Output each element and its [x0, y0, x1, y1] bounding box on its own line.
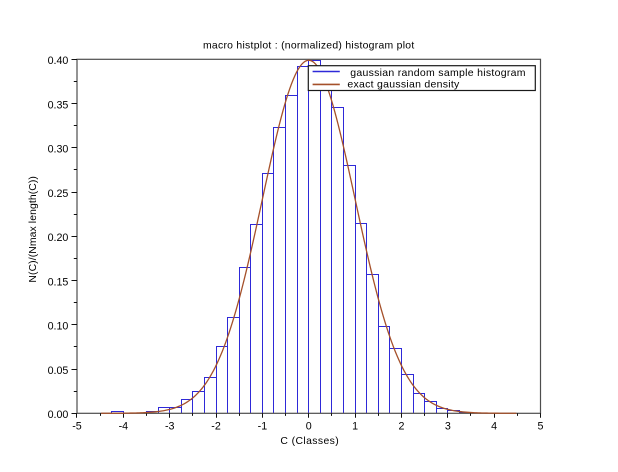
- svg-text:1: 1: [352, 420, 358, 432]
- svg-text:0.00: 0.00: [48, 409, 69, 421]
- svg-text:0.40: 0.40: [48, 55, 69, 67]
- svg-text:-1: -1: [258, 420, 268, 432]
- svg-text:4: 4: [491, 420, 497, 432]
- svg-text:C (Classes): C (Classes): [280, 436, 339, 447]
- svg-text:0.05: 0.05: [48, 365, 69, 377]
- svg-text:2: 2: [398, 420, 404, 432]
- svg-text:0: 0: [306, 420, 312, 432]
- svg-text:0.10: 0.10: [48, 321, 69, 333]
- svg-text:3: 3: [445, 420, 451, 432]
- svg-text:5: 5: [538, 420, 544, 432]
- svg-text:0.20: 0.20: [48, 232, 69, 244]
- svg-text:exact gaussian density: exact gaussian density: [347, 78, 460, 90]
- svg-text:-4: -4: [119, 420, 129, 432]
- svg-text:macro histplot : (normalized): macro histplot : (normalized) histogram …: [203, 41, 415, 52]
- svg-text:0.35: 0.35: [48, 99, 69, 111]
- svg-text:-5: -5: [72, 420, 82, 432]
- svg-text:0.25: 0.25: [48, 188, 69, 200]
- svg-text:gaussian random sample histogr: gaussian random sample histogram: [350, 67, 526, 79]
- svg-text:0.15: 0.15: [48, 276, 69, 288]
- svg-text:-2: -2: [211, 420, 221, 432]
- svg-text:N(C)/(Nmax length(C)): N(C)/(Nmax length(C)): [28, 176, 39, 283]
- svg-text:0.30: 0.30: [48, 144, 69, 156]
- svg-text:-3: -3: [165, 420, 175, 432]
